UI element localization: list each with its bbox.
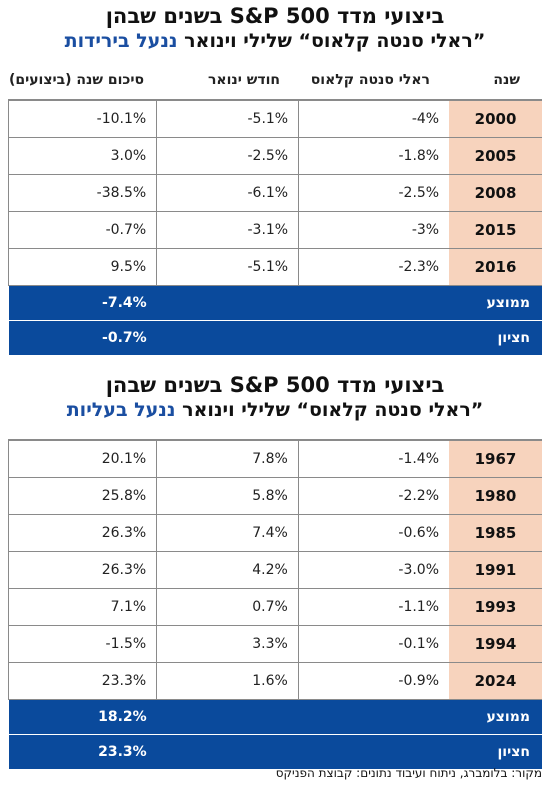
january-cell: 1.6%	[156, 662, 299, 700]
table-row: -38.5% -6.1% -2.5% 2008	[7, 174, 542, 212]
year-total-cell: -38.5%	[7, 174, 157, 212]
median-label: חציון	[156, 320, 542, 356]
table2-title-line2-prefix: ”ראלי סנטה קלאוס“ שלילי וינואר	[182, 399, 484, 421]
average-label: ממוצע	[156, 699, 542, 735]
table1-title-line2-accent: ננעל בירידות	[64, 30, 178, 52]
year-total-cell: -0.7%	[7, 211, 157, 249]
header-year: שנה	[493, 72, 520, 88]
average-row: -7.4% ממוצע	[8, 285, 542, 321]
year-total-cell: 25.8%	[7, 477, 157, 515]
table1-title-line2: ”ראלי סנטה קלאוס“ שלילי וינואר ננעל בירי…	[8, 29, 542, 54]
january-cell: 5.8%	[156, 477, 299, 515]
table-row: 20.1% 7.8% -1.4% 1967	[7, 441, 542, 478]
table1-top-rule	[8, 99, 542, 101]
table1: -10.1% -5.1% -4% 2000 3.0% -2.5% -1.8% 2005 -38.…	[7, 101, 542, 356]
january-cell: 0.7%	[156, 588, 299, 626]
table-row: -10.1% -5.1% -4% 2000	[7, 101, 542, 138]
table2-title-line2-accent: ננעל בעליות	[66, 399, 176, 421]
santa-rally-cell: -0.9%	[297, 662, 450, 700]
santa-rally-cell: -1.8%	[298, 137, 450, 175]
santa-rally-cell: -1.4%	[297, 441, 450, 478]
january-cell: 7.8%	[156, 441, 299, 478]
column-headers: שנה ראלי סנטה קלאוס חודש ינואר סיכום שנה…	[8, 62, 542, 100]
source-note: מקור: בלומברג, ניתוח ועיבוד נתונים: קבוצ…	[275, 766, 542, 780]
year-total-cell: 3.0%	[7, 137, 157, 175]
january-cell: -3.1%	[156, 211, 299, 249]
santa-rally-cell: -3.0%	[297, 551, 450, 589]
median-row: -0.7% חציון	[8, 320, 542, 356]
table-row: 26.3% 4.2% -3.0% 1991	[7, 551, 542, 589]
year-cell: 1967	[449, 441, 542, 478]
year-cell: 1994	[449, 625, 542, 663]
santa-rally-cell: -0.1%	[297, 625, 450, 663]
year-cell: 2008	[449, 174, 542, 212]
year-total-cell: 26.3%	[7, 551, 157, 589]
year-total-cell: 20.1%	[7, 441, 157, 478]
table2-title-line1: ביצועי מדד S&P 500 בשנים שבהן	[105, 373, 445, 397]
year-cell: 2016	[449, 248, 542, 286]
year-total-cell: -1.5%	[7, 625, 157, 663]
table-row: 25.8% 5.8% -2.2% 1980	[7, 477, 542, 515]
january-cell: -6.1%	[156, 174, 299, 212]
year-cell: 1985	[449, 514, 542, 552]
table-row: 23.3% 1.6% -0.9% 2024	[7, 662, 542, 700]
average-value: 18.2%	[8, 699, 157, 735]
table2-top-rule	[8, 439, 542, 441]
table-row: 3.0% -2.5% -1.8% 2005	[7, 137, 542, 175]
year-total-cell: 26.3%	[7, 514, 157, 552]
january-cell: 7.4%	[156, 514, 299, 552]
table-row: -0.7% -3.1% -3% 2015	[7, 211, 542, 249]
santa-rally-cell: -2.5%	[298, 174, 450, 212]
table-row: -1.5% 3.3% -0.1% 1994	[7, 625, 542, 663]
header-santa-rally: ראלי סנטה קלאוס	[310, 72, 430, 88]
table1-title: ביצועי מדד S&P 500 בשנים שבהן ”ראלי סנטה…	[8, 4, 542, 54]
year-cell: 2000	[449, 101, 542, 138]
january-cell: -5.1%	[156, 248, 299, 286]
santa-rally-cell: -2.3%	[298, 248, 450, 286]
santa-rally-cell: -4%	[298, 101, 450, 138]
year-cell: 2015	[449, 211, 542, 249]
year-total-cell: -10.1%	[7, 101, 157, 138]
january-cell: -2.5%	[156, 137, 299, 175]
january-cell: 4.2%	[156, 551, 299, 589]
table1-title-line1: ביצועי מדד S&P 500 בשנים שבהן	[105, 4, 445, 28]
santa-rally-cell: -0.6%	[297, 514, 450, 552]
table-row: 9.5% -5.1% -2.3% 2016	[7, 248, 542, 286]
santa-rally-cell: -3%	[298, 211, 450, 249]
year-total-cell: 9.5%	[7, 248, 157, 286]
year-cell: 2024	[449, 662, 542, 700]
santa-rally-cell: -1.1%	[297, 588, 450, 626]
year-total-cell: 7.1%	[7, 588, 157, 626]
table2: 20.1% 7.8% -1.4% 1967 25.8% 5.8% -2.2% 1980 26.3…	[7, 441, 542, 770]
year-cell: 1980	[449, 477, 542, 515]
average-value: -7.4%	[8, 285, 157, 321]
median-value: -0.7%	[8, 320, 157, 356]
table2-title-line2: ”ראלי סנטה קלאוס“ שלילי וינואר ננעל בעלי…	[8, 398, 542, 423]
header-year-total: סיכום שנה (ביצועים)	[8, 72, 144, 88]
median-value: 23.3%	[8, 734, 157, 770]
santa-rally-cell: -2.2%	[297, 477, 450, 515]
january-cell: -5.1%	[156, 101, 299, 138]
average-label: ממוצע	[156, 285, 542, 321]
table-row: 26.3% 7.4% -0.6% 1985	[7, 514, 542, 552]
year-total-cell: 23.3%	[7, 662, 157, 700]
table-row: 7.1% 0.7% -1.1% 1993	[7, 588, 542, 626]
january-cell: 3.3%	[156, 625, 299, 663]
table1-title-line2-prefix: ”ראלי סנטה קלאוס“ שלילי וינואר	[184, 30, 486, 52]
table2-title: ביצועי מדד S&P 500 בשנים שבהן ”ראלי סנטה…	[8, 373, 542, 423]
header-january: חודש ינואר	[207, 72, 280, 88]
year-cell: 1991	[449, 551, 542, 589]
median-label: חציון	[156, 734, 542, 770]
year-cell: 1993	[449, 588, 542, 626]
median-row: 23.3% חציון	[8, 734, 542, 770]
average-row: 18.2% ממוצע	[8, 699, 542, 735]
year-cell: 2005	[449, 137, 542, 175]
